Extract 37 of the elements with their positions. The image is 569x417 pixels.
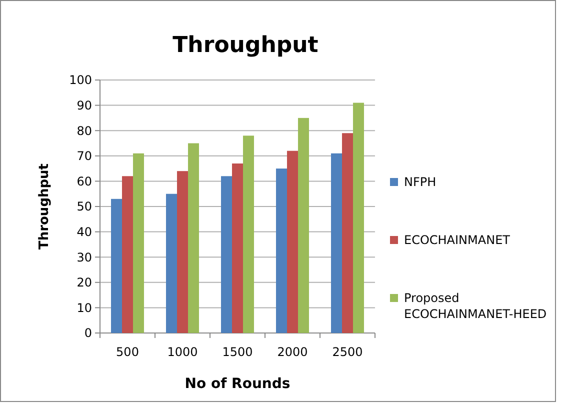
y-tick-label: 0 xyxy=(84,326,92,340)
x-tick-label: 1000 xyxy=(167,345,198,359)
bar xyxy=(133,153,144,333)
y-tick-label: 90 xyxy=(76,98,92,112)
bar xyxy=(122,176,133,333)
bar xyxy=(276,168,287,333)
bar xyxy=(166,194,177,333)
legend-label: NFPH xyxy=(404,175,436,190)
y-tick-label: 70 xyxy=(76,149,92,164)
y-tick-label: 40 xyxy=(76,225,92,239)
bar xyxy=(353,102,364,333)
y-tick-label: 30 xyxy=(76,250,92,264)
legend-label: ECOCHAINMANET xyxy=(404,233,511,248)
y-tick-label: 80 xyxy=(76,124,92,138)
bar xyxy=(177,171,188,333)
y-tick-label: 100 xyxy=(69,73,92,88)
bar xyxy=(232,163,243,333)
x-tick-label: 2000 xyxy=(277,345,308,359)
bar xyxy=(287,150,298,333)
bar xyxy=(342,133,353,333)
legend-label: Proposed ECOCHAINMANET-HEED xyxy=(404,291,547,321)
x-tick-label: 500 xyxy=(116,345,139,359)
y-tick-label: 60 xyxy=(76,174,92,188)
bar xyxy=(243,136,254,333)
y-tick-label: 10 xyxy=(76,300,92,315)
chart-title: Throughput xyxy=(172,33,319,58)
x-tick-label: 2500 xyxy=(332,345,363,359)
bar xyxy=(331,153,342,333)
bar xyxy=(298,118,309,333)
x-tick-label: 1500 xyxy=(222,345,253,359)
y-axis-title: Throughput xyxy=(37,163,52,250)
bar xyxy=(111,198,122,333)
bar xyxy=(221,176,232,333)
bar xyxy=(188,143,199,333)
x-axis-title: No of Rounds xyxy=(184,376,290,392)
y-tick-label: 50 xyxy=(76,200,92,214)
y-tick-label: 20 xyxy=(76,276,92,290)
